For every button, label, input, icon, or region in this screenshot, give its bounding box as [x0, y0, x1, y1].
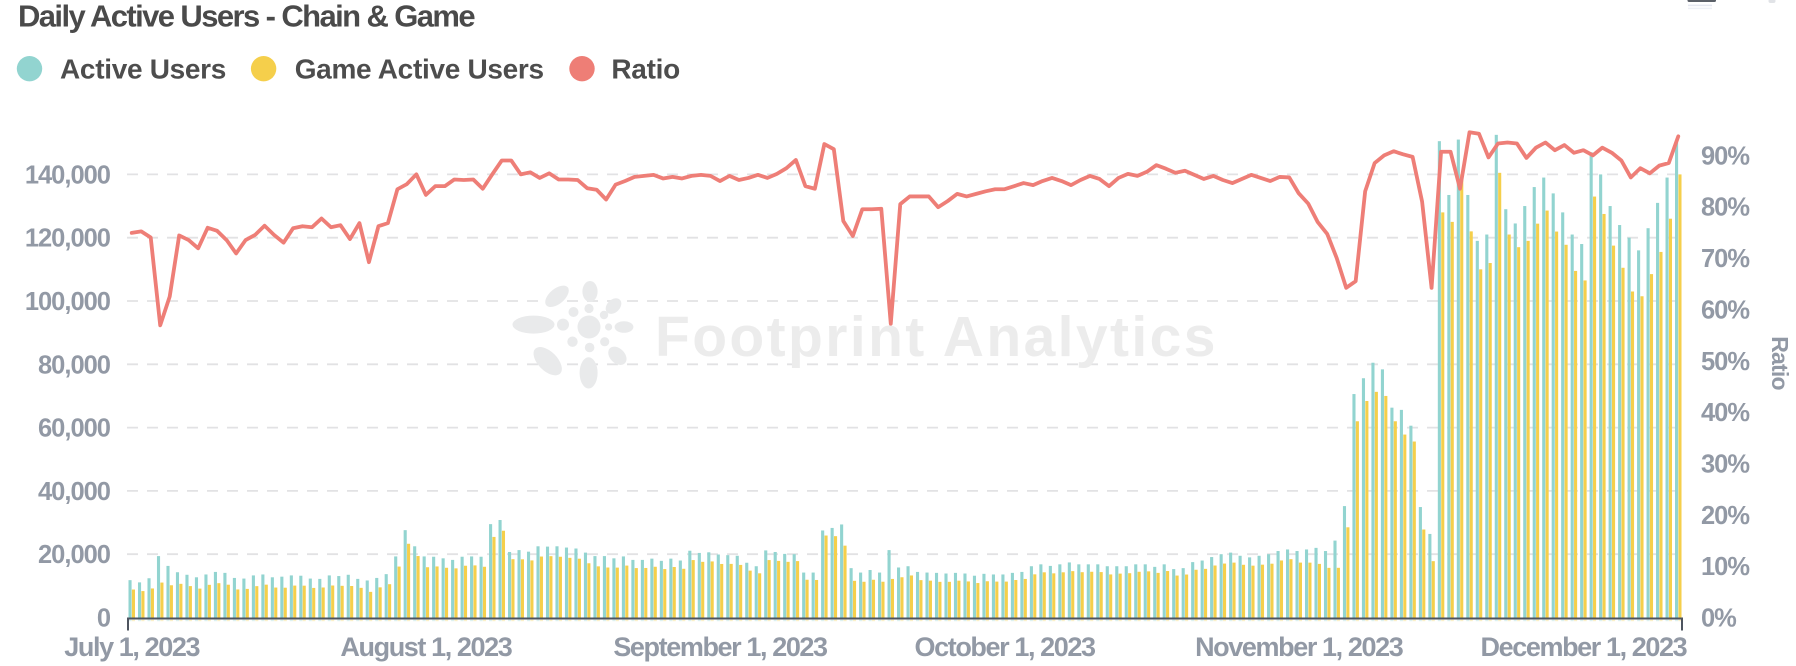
- svg-text:80%: 80%: [1701, 194, 1749, 222]
- svg-text:20%: 20%: [1701, 502, 1749, 530]
- svg-text:September 1, 2023: September 1, 2023: [613, 632, 828, 662]
- svg-text:Ratio: Ratio: [611, 54, 680, 85]
- svg-text:August 1, 2023: August 1, 2023: [340, 632, 512, 662]
- svg-text:50%: 50%: [1701, 348, 1749, 376]
- svg-text:0%: 0%: [1701, 605, 1736, 633]
- svg-text:July 1, 2023: July 1, 2023: [64, 632, 200, 662]
- svg-text:90%: 90%: [1701, 142, 1749, 170]
- svg-text:Active Users: Active Users: [60, 54, 226, 85]
- svg-text:70%: 70%: [1701, 245, 1749, 273]
- svg-text:140,000: 140,000: [25, 161, 111, 189]
- svg-text:40%: 40%: [1701, 399, 1749, 427]
- svg-text:60,000: 60,000: [38, 415, 111, 443]
- svg-text:40,000: 40,000: [38, 478, 111, 506]
- svg-text:November 1, 2023: November 1, 2023: [1195, 632, 1404, 662]
- svg-text:120,000: 120,000: [25, 225, 111, 253]
- svg-text:30%: 30%: [1701, 451, 1749, 479]
- svg-text:20,000: 20,000: [38, 541, 111, 569]
- svg-text:Daily Active Users - Chain & G: Daily Active Users - Chain & Game: [18, 0, 475, 34]
- svg-text:60%: 60%: [1701, 296, 1749, 324]
- svg-text:Ratio: Ratio: [1767, 336, 1793, 390]
- svg-text:80,000: 80,000: [38, 351, 111, 379]
- svg-text:0: 0: [97, 605, 111, 633]
- svg-text:10%: 10%: [1701, 553, 1749, 581]
- svg-text:December 1, 2023: December 1, 2023: [1481, 632, 1688, 662]
- svg-text:Footprint Analytics: Footprint Analytics: [655, 305, 1218, 369]
- svg-text:100,000: 100,000: [25, 288, 111, 316]
- svg-text:October 1, 2023: October 1, 2023: [915, 632, 1096, 662]
- svg-text:Game Active Users: Game Active Users: [295, 54, 544, 85]
